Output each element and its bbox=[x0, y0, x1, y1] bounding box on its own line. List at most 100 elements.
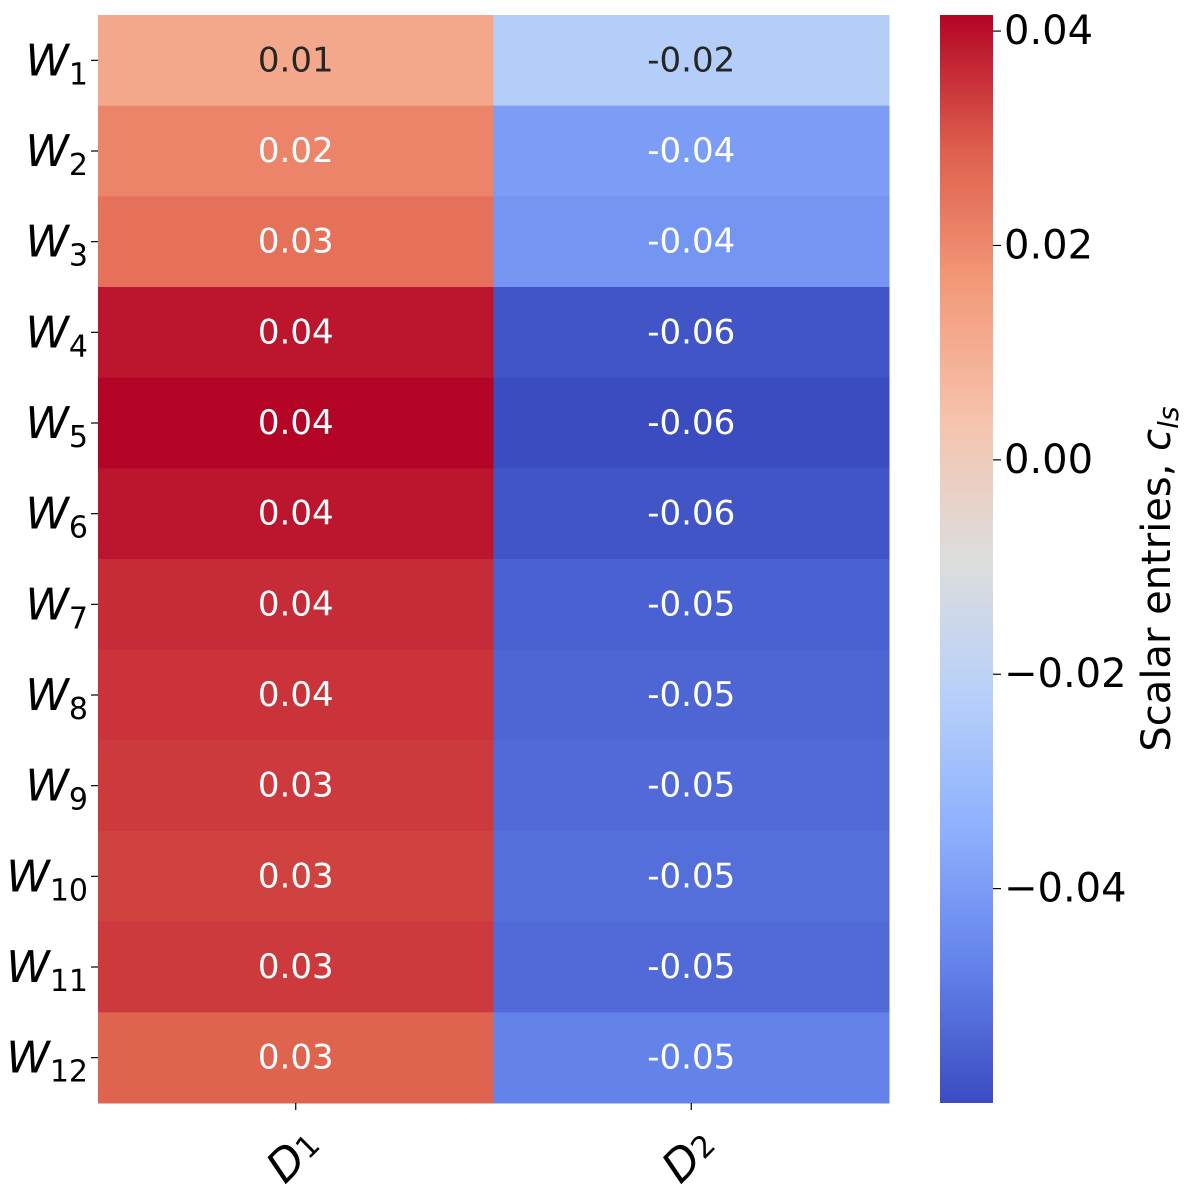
x-axis: D1 D2 bbox=[257, 1103, 726, 1188]
heatmap-cell-r2-c1 bbox=[98, 105, 494, 197]
heatmap-cell-r4-c1 bbox=[98, 287, 494, 379]
y-tick-label-1: W1 bbox=[25, 35, 88, 92]
y-tick-label-11-base: W bbox=[6, 942, 51, 993]
colorbar-tick-label-4: −0.02 bbox=[1004, 651, 1127, 697]
heatmap-cell-r6-c2 bbox=[493, 468, 890, 560]
y-tick-label-3: W3 bbox=[25, 217, 88, 274]
y-tick-label-2: W2 bbox=[25, 126, 88, 183]
y-tick-label-2-base: W bbox=[25, 126, 70, 177]
y-tick-label-10-base: W bbox=[6, 851, 51, 902]
y-tick-label-12-sub: 12 bbox=[50, 1055, 88, 1090]
heatmap-cell-r2-c2 bbox=[493, 105, 890, 197]
y-tick-label-6: W6 bbox=[25, 489, 88, 546]
heatmap-cell-r7-c1 bbox=[98, 559, 494, 651]
cell-label-r12-c2: -0.05 bbox=[647, 1038, 735, 1078]
colorbar-tick-label-2: 0.02 bbox=[1004, 222, 1093, 268]
y-tick-label-11: W11 bbox=[6, 942, 88, 999]
colorbar-label-symbol: c bbox=[1134, 429, 1180, 451]
y-tick-label-11-sub: 11 bbox=[50, 964, 88, 999]
heatmap-cell-r9-c1 bbox=[98, 740, 494, 832]
heatmap-cell-r8-c1 bbox=[98, 649, 494, 741]
cell-label-r2-c2: -0.04 bbox=[647, 131, 735, 171]
cell-label-r5-c2: -0.06 bbox=[647, 403, 735, 443]
y-tick-label-9-base: W bbox=[25, 761, 70, 812]
heatmap-cell-r3-c1 bbox=[98, 196, 494, 288]
y-tick-label-7: W7 bbox=[25, 579, 88, 636]
y-tick-label-10: W10 bbox=[6, 851, 88, 908]
y-tick-label-7-base: W bbox=[25, 579, 70, 630]
heatmap-cell-r7-c2 bbox=[493, 559, 890, 651]
colorbar-label-sub: ls bbox=[1152, 406, 1185, 428]
colorbar-gradient bbox=[940, 15, 993, 1103]
heatmap-cell-r10-c1 bbox=[98, 831, 494, 923]
colorbar-tick-label-5: −0.04 bbox=[1004, 866, 1127, 912]
heatmap-cell-r6-c1 bbox=[98, 468, 494, 560]
cell-label-r10-c1: 0.03 bbox=[258, 856, 334, 896]
cell-label-r9-c1: 0.03 bbox=[258, 766, 334, 806]
y-tick-label-5-base: W bbox=[25, 398, 70, 449]
y-tick-label-12-base: W bbox=[6, 1033, 51, 1084]
y-tick-label-10-sub: 10 bbox=[50, 873, 88, 908]
cell-label-r1-c2: -0.02 bbox=[647, 40, 735, 80]
y-tick-label-12: W12 bbox=[6, 1033, 88, 1090]
colorbar-tick-label-3: 0.00 bbox=[1004, 437, 1093, 483]
heatmap-cell-r5-c1 bbox=[98, 377, 494, 469]
heatmap-cell-r1-c1 bbox=[98, 15, 494, 107]
heatmap-cell-labels: 0.01 -0.02 0.02 -0.04 0.03 -0.04 0.04 -0.06 0.04… bbox=[258, 40, 735, 1077]
y-tick-label-8-base: W bbox=[25, 670, 70, 721]
heatmap-cell-r10-c2 bbox=[493, 831, 890, 923]
cell-label-r1-c1: 0.01 bbox=[258, 40, 334, 80]
cell-label-r2-c1: 0.02 bbox=[258, 131, 334, 171]
cell-label-r4-c1: 0.04 bbox=[258, 312, 334, 352]
heatmap-cell-r11-c2 bbox=[493, 921, 890, 1013]
y-tick-label-6-base: W bbox=[25, 489, 70, 540]
y-tick-label-4: W4 bbox=[25, 307, 88, 364]
cell-label-r11-c1: 0.03 bbox=[258, 947, 334, 987]
heatmap-cell-r12-c2 bbox=[493, 1012, 890, 1104]
colorbar-tick-label-1: 0.04 bbox=[1004, 8, 1093, 54]
cell-label-r3-c1: 0.03 bbox=[258, 222, 334, 262]
cell-label-r7-c1: 0.04 bbox=[258, 584, 334, 624]
cell-label-r6-c1: 0.04 bbox=[258, 494, 334, 534]
cell-label-r3-c2: -0.04 bbox=[647, 222, 735, 262]
heatmap-cell-r1-c2 bbox=[493, 15, 890, 107]
y-tick-label-5: W5 bbox=[25, 398, 88, 455]
y-tick-label-4-sub: 4 bbox=[69, 329, 88, 364]
cell-label-r12-c1: 0.03 bbox=[258, 1038, 334, 1078]
cell-label-r9-c2: -0.05 bbox=[647, 766, 735, 806]
colorbar-label-text: Scalar entries, bbox=[1134, 451, 1180, 752]
heatmap-cell-r4-c2 bbox=[493, 287, 890, 379]
y-tick-label-4-base: W bbox=[25, 307, 70, 358]
y-tick-label-6-sub: 6 bbox=[69, 511, 88, 546]
y-tick-label-1-base: W bbox=[25, 35, 70, 86]
y-tick-label-8-sub: 8 bbox=[69, 692, 88, 727]
y-tick-label-3-sub: 3 bbox=[69, 239, 88, 274]
cell-label-r8-c1: 0.04 bbox=[258, 675, 334, 715]
x-tick-label-2: D2 bbox=[652, 1119, 726, 1188]
y-tick-label-2-sub: 2 bbox=[69, 148, 88, 183]
colorbar-label: Scalar entries, cls bbox=[1134, 406, 1185, 751]
heatmap-cell-r12-c1 bbox=[98, 1012, 494, 1104]
y-tick-label-9: W9 bbox=[25, 761, 88, 818]
x-tick-label-1: D1 bbox=[257, 1119, 331, 1188]
cell-label-r7-c2: -0.05 bbox=[647, 584, 735, 624]
y-tick-label-7-sub: 7 bbox=[69, 601, 88, 636]
cell-label-r6-c2: -0.06 bbox=[647, 494, 735, 534]
heatmap-cell-r11-c1 bbox=[98, 921, 494, 1013]
heatmap-cell-r9-c2 bbox=[493, 740, 890, 832]
y-tick-label-5-sub: 5 bbox=[69, 420, 88, 455]
heatmap-cell-r8-c2 bbox=[493, 649, 890, 741]
heatmap-cell-r5-c2 bbox=[493, 377, 890, 469]
cell-label-r8-c2: -0.05 bbox=[647, 675, 735, 715]
y-tick-label-8: W8 bbox=[25, 670, 88, 727]
cell-label-r4-c2: -0.06 bbox=[647, 312, 735, 352]
cell-label-r10-c2: -0.05 bbox=[647, 856, 735, 896]
heatmap-cell-r3-c2 bbox=[493, 196, 890, 288]
cell-label-r11-c2: -0.05 bbox=[647, 947, 735, 987]
y-tick-label-9-sub: 9 bbox=[69, 783, 88, 818]
y-tick-label-3-base: W bbox=[25, 217, 70, 268]
heatmap-cells bbox=[98, 15, 890, 1104]
colorbar: 0.04 0.02 0.00 −0.02 −0.04 Scalar entries, cl… bbox=[940, 8, 1185, 1103]
